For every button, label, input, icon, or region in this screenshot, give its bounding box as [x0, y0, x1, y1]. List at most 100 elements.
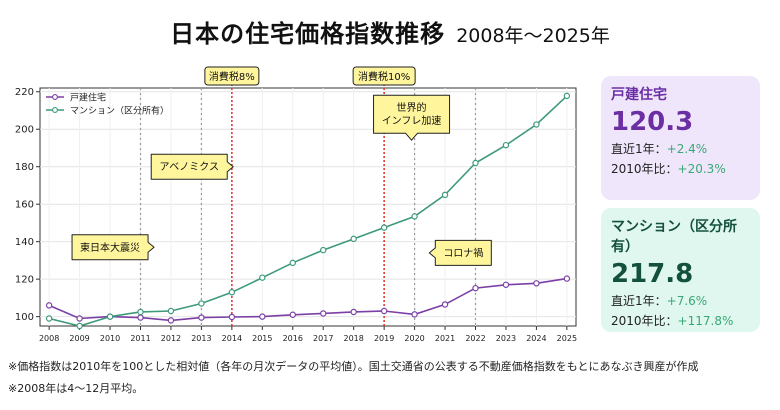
legend-marker [52, 107, 58, 113]
x-tick-label: 2010 [100, 334, 120, 343]
mansion-recent-label: 直近1年： [611, 294, 667, 308]
x-tick-label: 2012 [161, 334, 181, 343]
plot-area [39, 87, 577, 327]
data-point [502, 281, 510, 288]
mansion-base-change: +117.8% [677, 314, 734, 328]
data-point [472, 284, 479, 292]
chart-title: 日本の住宅価格指数推移 [170, 20, 446, 48]
x-tick-label: 2022 [465, 334, 485, 343]
footnotes: ※価格指数は2010年を100とした相対値（各年の月次データの平均値）。国土交通… [8, 356, 698, 400]
x-tick-label: 2020 [404, 334, 424, 343]
x-tick-label: 2018 [344, 334, 364, 343]
legend-marker [52, 94, 58, 100]
x-tick-label: 2017 [313, 334, 333, 343]
y-tick-label: 160 [15, 200, 34, 211]
data-point [198, 300, 205, 307]
data-point [533, 121, 540, 128]
data-point [137, 308, 144, 316]
legend-label: 戸建住宅 [70, 92, 106, 104]
house-base-change: +20.3% [677, 162, 726, 176]
data-point [76, 322, 83, 330]
data-point [320, 310, 327, 317]
house-card-value: 120.3 [611, 107, 694, 137]
tax-label: 消費税10% [358, 70, 410, 83]
data-point [411, 213, 418, 220]
tax-label-box [204, 66, 260, 86]
annotation-text: 世界的 [397, 101, 427, 114]
line-chart: 100 120 140 160 180 200 220 2008 2009 2010 2011 201… [15, 66, 577, 343]
x-tick-label: 2025 [557, 334, 577, 343]
y-tick-label: 220 [15, 87, 34, 98]
house-card-title: 戸建住宅 [611, 87, 667, 103]
series-line [48, 95, 568, 327]
y-tick-label: 200 [15, 125, 34, 136]
x-tick-label: 2021 [435, 334, 455, 343]
data-point [228, 289, 236, 296]
data-point [45, 302, 53, 309]
x-tick-label: 2019 [374, 334, 394, 343]
house-base-stat: 2010年比：+20.3% [611, 160, 750, 177]
x-tick-label: 2013 [191, 334, 211, 343]
data-point [380, 307, 388, 315]
mansion-base-label: 2010年比： [611, 314, 678, 328]
data-point [289, 311, 296, 318]
mansion-summary-card: マンション（区分所有） 217.8 直近1年：+7.6% 2010年比：+117… [601, 208, 760, 332]
x-tick-label: 2024 [526, 334, 546, 343]
data-point [350, 308, 357, 316]
x-tick-label: 2015 [252, 334, 272, 343]
chart-subtitle: 2008年〜2025年 [456, 25, 610, 47]
data-point [563, 275, 571, 282]
annotation-callout [71, 234, 155, 261]
y-tick-label: 100 [15, 312, 34, 323]
house-recent-change: +2.4% [666, 142, 708, 156]
x-tick-label: 2008 [39, 334, 59, 343]
legend-label: マンション（区分所有） [70, 105, 169, 117]
chart-title-row: 日本の住宅価格指数推移 2008年〜2025年 [0, 14, 780, 49]
data-point [441, 301, 449, 308]
data-point [106, 313, 114, 320]
data-point [320, 246, 327, 254]
data-point [502, 141, 510, 149]
data-point [76, 315, 83, 322]
house-summary-card: 戸建住宅 120.3 直近1年：+2.4% 2010年比：+20.3% [601, 76, 760, 200]
mansion-card-title: マンション（区分所有） [611, 219, 737, 255]
annotation-text: 東日本大震災 [80, 241, 140, 254]
footnote-2: ※2008年は4〜12月平均。 [8, 382, 144, 395]
annotation-callout [428, 239, 492, 266]
mansion-recent-change: +7.6% [666, 294, 708, 308]
y-tick-label: 120 [15, 275, 34, 286]
data-point [228, 313, 236, 321]
annotation-callout [373, 94, 451, 141]
x-tick-label: 2023 [496, 334, 516, 343]
y-tick-label: 140 [15, 237, 34, 248]
house-recent-label: 直近1年： [611, 142, 667, 156]
x-tick-label: 2016 [283, 334, 303, 343]
annotation-text: コロナ禍 [443, 246, 483, 259]
data-point [259, 274, 266, 281]
house-recent-stat: 直近1年：+2.4% [611, 140, 750, 157]
data-point [472, 159, 479, 167]
mansion-card-value: 217.8 [611, 259, 694, 289]
mansion-recent-stat: 直近1年：+7.6% [611, 292, 750, 309]
house-base-label: 2010年比： [611, 162, 678, 176]
data-point [350, 235, 357, 243]
mansion-base-stat: 2010年比：+117.8% [611, 312, 750, 329]
data-point [259, 313, 266, 320]
data-point [137, 314, 144, 321]
annotation-callout [150, 153, 234, 180]
tax-label-box [352, 66, 416, 86]
annotation-text: インフレ加速 [382, 115, 442, 127]
footnote-1: ※価格指数は2010年を100とした相対値（各年の月次データの平均値）。国土交通… [8, 360, 699, 373]
data-point [198, 314, 205, 321]
y-tick-label: 180 [15, 162, 34, 173]
x-tick-label: 2014 [222, 334, 242, 343]
data-point [167, 307, 175, 315]
data-point [411, 311, 418, 318]
x-tick-label: 2009 [69, 334, 89, 343]
data-point [533, 280, 540, 287]
tax-label: 消費税8% [209, 70, 255, 83]
data-point [380, 224, 388, 231]
data-point [563, 92, 571, 100]
data-point [289, 259, 296, 267]
x-tick-label: 2011 [130, 334, 150, 343]
